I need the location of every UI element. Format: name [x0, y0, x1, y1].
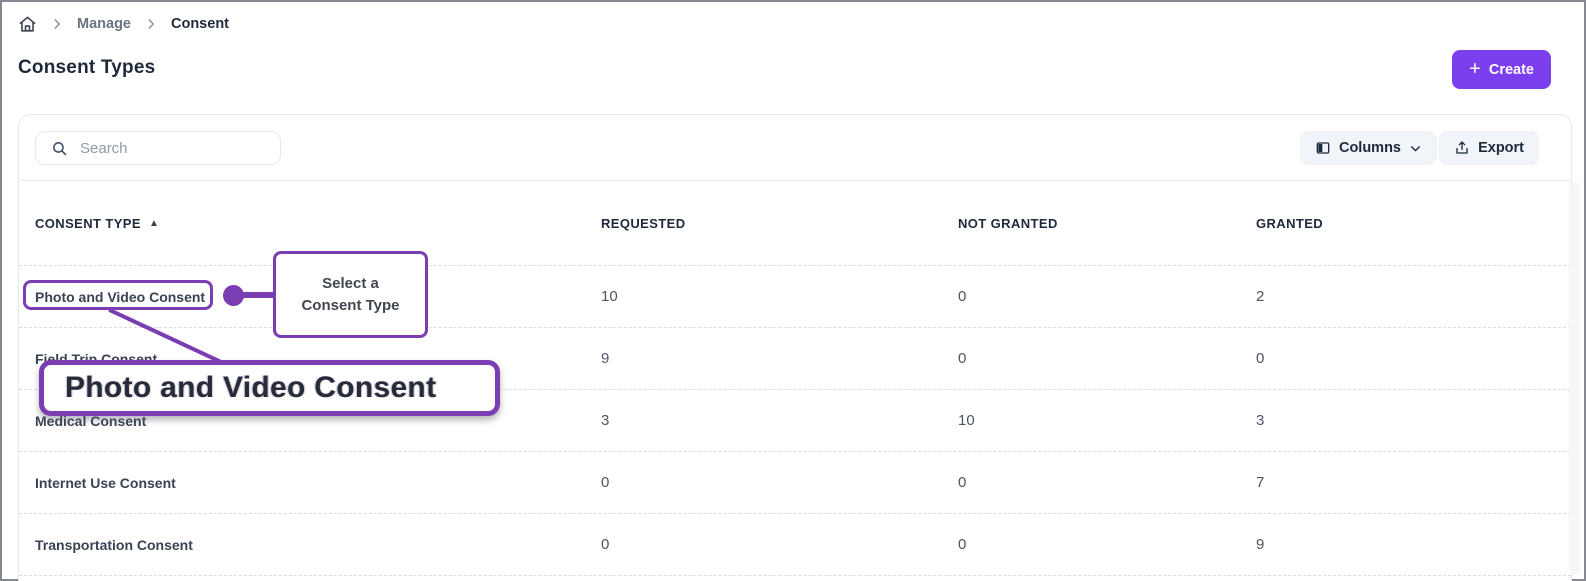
annotation-connector-line	[239, 292, 275, 298]
requested-cell: 10	[601, 288, 618, 305]
not-granted-cell: 0	[958, 474, 967, 491]
requested-cell: 0	[601, 474, 610, 491]
granted-cell: 0	[1256, 350, 1265, 367]
requested-cell: 9	[601, 350, 610, 367]
annotation-magnified-text: Photo and Video Consent	[65, 371, 437, 404]
vertical-scrollbar[interactable]	[1569, 182, 1580, 575]
granted-cell: 9	[1256, 536, 1265, 553]
breadcrumb-consent: Consent	[171, 16, 229, 32]
table-row[interactable]: Medical Consent 3 10 3	[19, 390, 1571, 452]
not-granted-cell: 10	[958, 412, 975, 429]
table-toolbar: Columns Export	[19, 115, 1571, 181]
granted-cell: 2	[1256, 288, 1265, 305]
export-button-label: Export	[1478, 140, 1524, 156]
column-header-consent-type[interactable]: CONSENT TYPE ▲	[35, 215, 160, 231]
annotation-callout-line2: Consent Type	[301, 296, 400, 314]
table-row[interactable]: Transportation Consent 0 0 9	[19, 514, 1571, 576]
table-row[interactable]: Photo and Video Consent 10 0 2	[19, 266, 1571, 328]
annotation-callout: Select a Consent Type	[273, 251, 428, 338]
chevron-right-icon	[50, 17, 64, 31]
export-button[interactable]: Export	[1439, 131, 1539, 165]
not-granted-cell: 0	[958, 536, 967, 553]
columns-button[interactable]: Columns	[1299, 131, 1437, 165]
annotation-callout-line1: Select a	[322, 274, 379, 292]
granted-cell: 3	[1256, 412, 1265, 429]
consent-types-card: Columns Export CONSENT TYPE ▲ REQUES	[18, 114, 1572, 581]
create-button[interactable]: + Create	[1452, 50, 1551, 89]
table-row[interactable]: Internet Use Consent 0 0 7	[19, 452, 1571, 514]
annotation-highlight-box	[23, 280, 213, 310]
table-body: Photo and Video Consent 10 0 2 Field Tri…	[19, 266, 1571, 576]
granted-cell: 7	[1256, 474, 1265, 491]
column-header-requested[interactable]: REQUESTED	[601, 215, 686, 231]
search-input[interactable]	[80, 132, 280, 164]
column-header-not-granted[interactable]: NOT GRANTED	[958, 215, 1058, 231]
plus-icon: +	[1469, 57, 1481, 80]
chevron-down-icon	[1409, 142, 1422, 155]
columns-button-label: Columns	[1338, 140, 1401, 156]
chevron-right-icon	[144, 17, 158, 31]
breadcrumb: Manage Consent	[18, 10, 229, 38]
requested-cell: 3	[601, 412, 610, 429]
search-icon	[51, 140, 68, 157]
breadcrumb-manage[interactable]: Manage	[77, 16, 131, 32]
not-granted-cell: 0	[958, 288, 967, 305]
columns-icon	[1315, 140, 1331, 156]
annotation-connector-dot	[223, 285, 244, 306]
page-title: Consent Types	[18, 57, 156, 78]
column-header-granted[interactable]: GRANTED	[1256, 215, 1324, 231]
consent-type-cell[interactable]: Transportation Consent	[35, 536, 193, 553]
consent-type-cell[interactable]: Medical Consent	[35, 412, 147, 429]
search-box[interactable]	[35, 131, 281, 165]
annotation-magnified-box: Photo and Video Consent	[39, 360, 500, 416]
not-granted-cell: 0	[958, 350, 967, 367]
requested-cell: 0	[601, 536, 610, 553]
consent-type-cell[interactable]: Photo and Video Consent	[35, 288, 206, 305]
home-icon[interactable]	[18, 15, 37, 34]
export-icon	[1454, 140, 1470, 156]
sort-ascending-icon: ▲	[148, 217, 160, 229]
table-header-row: CONSENT TYPE ▲ REQUESTED NOT GRANTED GRA…	[19, 181, 1571, 266]
consent-type-cell[interactable]: Internet Use Consent	[35, 474, 176, 491]
create-button-label: Create	[1488, 61, 1534, 78]
